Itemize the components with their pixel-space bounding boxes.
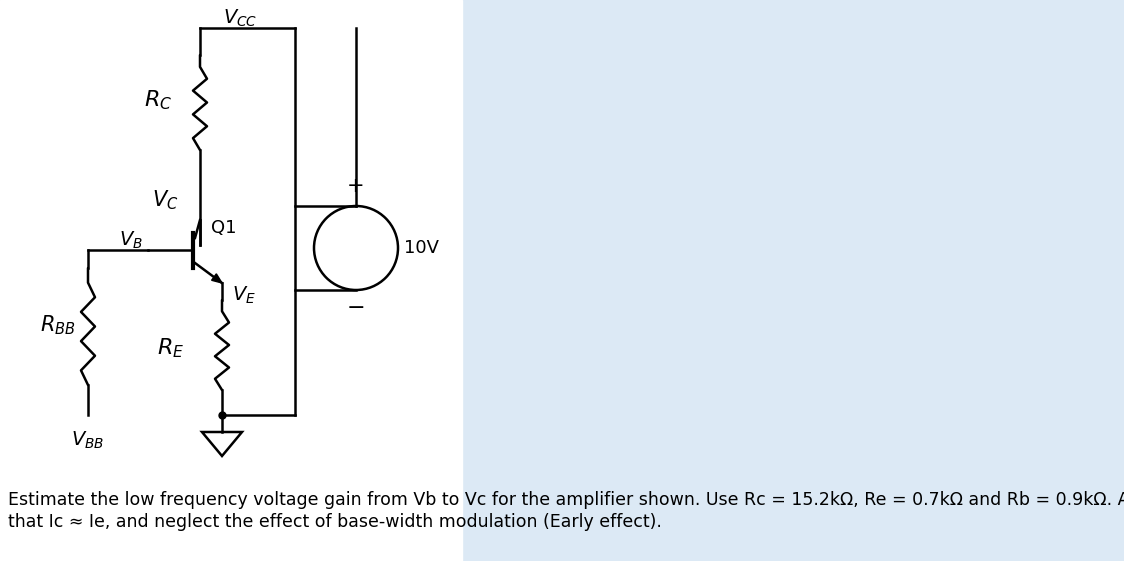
Text: $V_B$: $V_B$ [119, 229, 143, 251]
Bar [0, 0, 462, 561]
Text: −: − [346, 298, 365, 318]
Text: Q1: Q1 [211, 219, 236, 237]
Text: $V_{BB}$: $V_{BB}$ [72, 430, 105, 451]
Text: +: + [347, 176, 365, 196]
Polygon shape [211, 274, 223, 283]
Text: $V_C$: $V_C$ [152, 188, 178, 212]
Text: that Ic ≈ Ie, and neglect the effect of base-width modulation (Early effect).: that Ic ≈ Ie, and neglect the effect of … [8, 513, 662, 531]
Text: $V_{CC}$: $V_{CC}$ [223, 8, 257, 29]
Text: Estimate the low frequency voltage gain from Vb to Vc for the amplifier shown. U: Estimate the low frequency voltage gain … [8, 491, 1124, 509]
Text: $R_C$: $R_C$ [144, 88, 172, 112]
Text: $R_E$: $R_E$ [156, 336, 184, 360]
Text: 10V: 10V [404, 239, 439, 257]
Text: $R_{BB}$: $R_{BB}$ [40, 313, 76, 337]
Text: $V_E$: $V_E$ [232, 284, 256, 306]
